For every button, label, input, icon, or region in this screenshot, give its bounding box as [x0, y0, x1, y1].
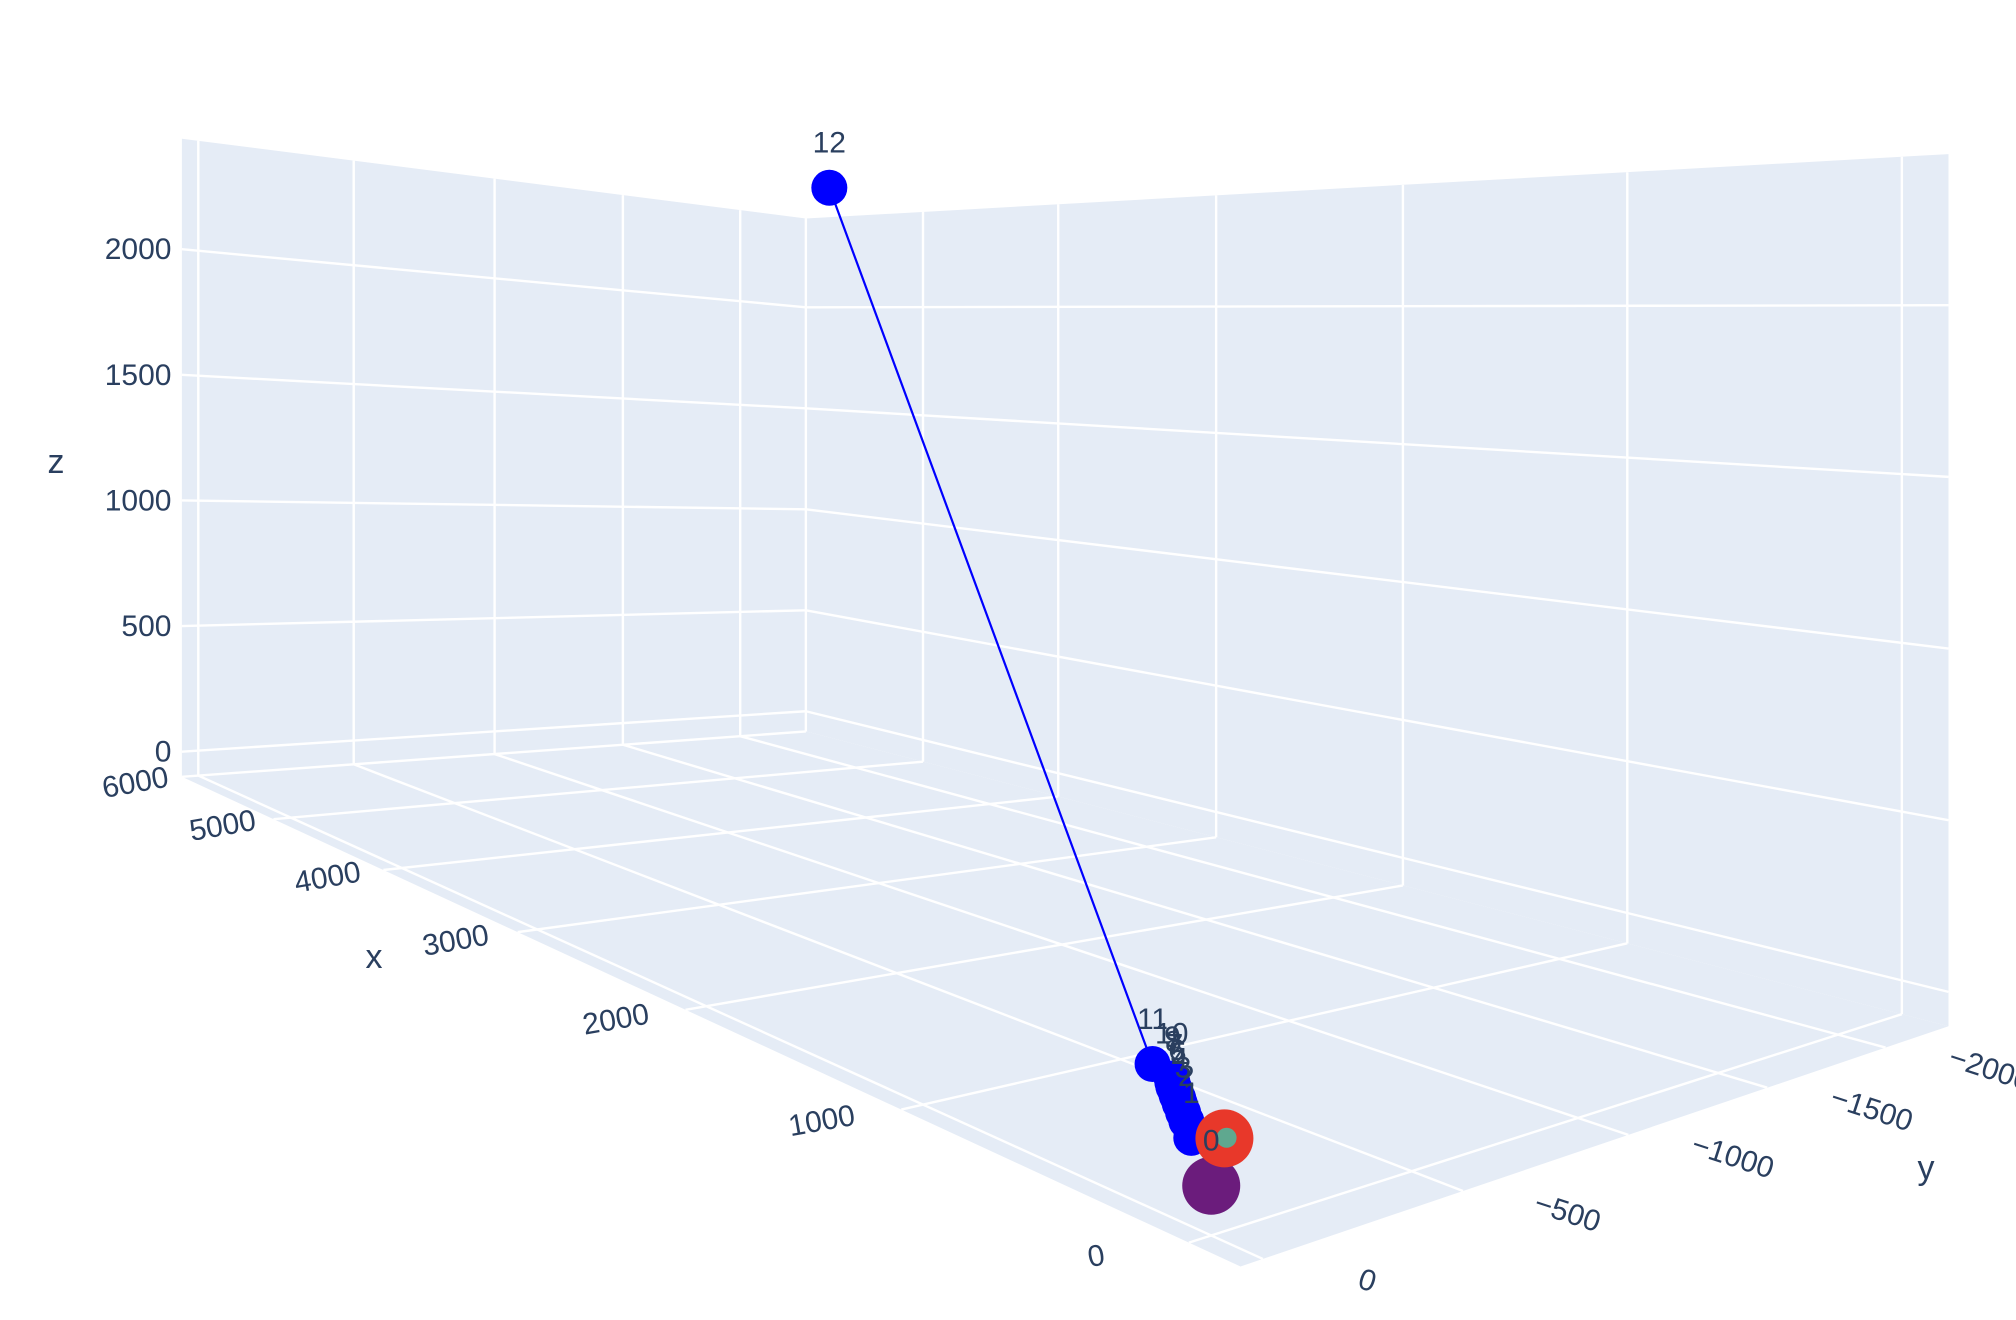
- grid-line: [181, 248, 806, 309]
- point-label: 6: [1168, 1034, 1185, 1067]
- y-tick-label: −1500: [1826, 1081, 1916, 1138]
- grid-line: [1188, 1013, 1903, 1244]
- grid-line: [685, 884, 1404, 1011]
- point-label: 3: [1175, 1051, 1192, 1084]
- right-wall-pane: [805, 154, 1949, 1027]
- z-axis-title: z: [48, 443, 65, 481]
- z-tick-label: 0: [155, 736, 172, 769]
- grid-line: [181, 499, 806, 511]
- grid-line: [181, 730, 806, 778]
- point-label: 8: [1165, 1025, 1182, 1058]
- grid-line: [197, 774, 1264, 1260]
- point-label: 5: [1170, 1037, 1187, 1070]
- point-label: 10: [1155, 1018, 1188, 1051]
- grid-line: [383, 795, 1059, 872]
- y-tick-label: −2000: [1945, 1041, 2016, 1098]
- point-label: 9: [1164, 1021, 1181, 1054]
- grid-line: [494, 752, 1629, 1136]
- y-tick-label: −1000: [1688, 1128, 1778, 1185]
- grid-line: [805, 710, 1949, 994]
- point-label: 7: [1167, 1029, 1184, 1062]
- point-label: 2: [1178, 1060, 1195, 1093]
- point-label: 11: [1137, 1003, 1168, 1036]
- marker: [811, 169, 848, 206]
- y-axis-title: y: [1918, 1149, 1935, 1187]
- grid-line: [181, 609, 806, 628]
- grid-line: [181, 373, 806, 410]
- floor-pane: [181, 731, 1949, 1267]
- point-label: 4: [1171, 1043, 1188, 1076]
- x-tick-label: 2000: [580, 998, 651, 1042]
- grid-line: [805, 304, 1949, 309]
- grid-line: [901, 942, 1628, 1111]
- x-tick-label: 0: [1085, 1239, 1107, 1274]
- grid-line: [517, 836, 1217, 934]
- grid-line: [739, 735, 1886, 1049]
- z-tick-label: 1000: [105, 484, 172, 517]
- grid-line: [805, 609, 1949, 822]
- grid-line: [622, 743, 1768, 1089]
- marker: [1216, 1127, 1237, 1148]
- x-axis-title: x: [366, 938, 383, 976]
- grid-line: [273, 760, 924, 821]
- point-label: 0: [1203, 1125, 1220, 1158]
- marker: [1182, 1156, 1241, 1215]
- grid-line: [181, 710, 806, 753]
- grid-line: [805, 407, 1949, 479]
- marker: [1134, 1046, 1171, 1083]
- y-tick-label: −500: [1530, 1187, 1604, 1239]
- z-tick-label: 1500: [105, 359, 172, 392]
- z-tick-label: 2000: [105, 233, 172, 266]
- x-tick-label: 5000: [187, 804, 258, 848]
- grid-line: [353, 763, 1464, 1193]
- grid-line: [805, 508, 1949, 650]
- x-tick-label: 4000: [292, 856, 363, 900]
- point-label: 1: [1183, 1077, 1200, 1110]
- x-tick-label: 1000: [786, 1099, 857, 1143]
- z-tick-label: 500: [121, 610, 171, 643]
- point-label: 12: [813, 127, 846, 160]
- y-tick-label: 0: [1354, 1263, 1380, 1300]
- x-tick-label: 3000: [420, 919, 491, 963]
